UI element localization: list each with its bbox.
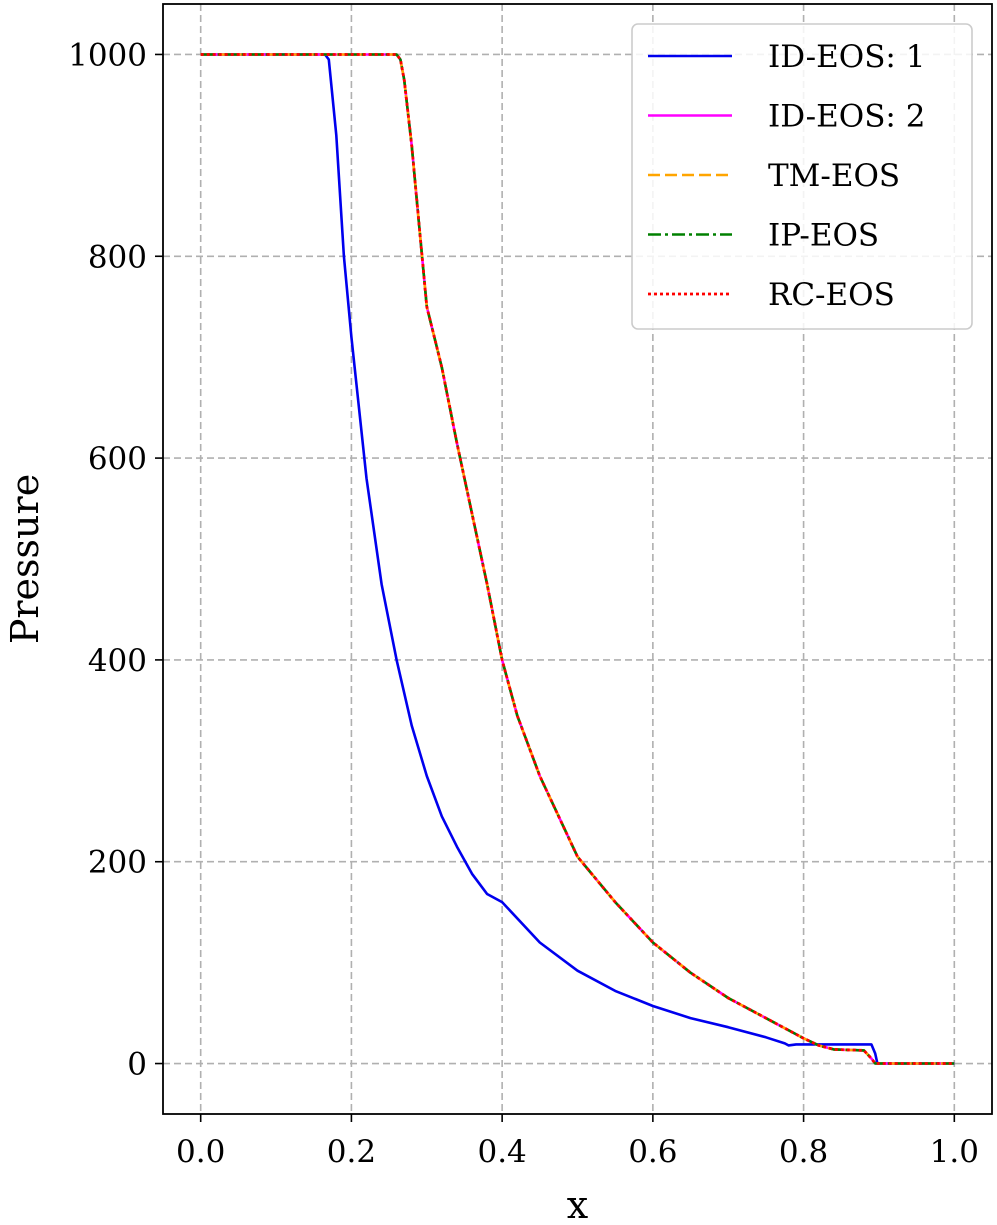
- y-axis: 0 200 400 600 800 1000: [68, 37, 163, 1083]
- legend-label: IP-EOS: [768, 218, 879, 254]
- x-tick-label: 1.0: [930, 1134, 979, 1170]
- x-tick-label: 0.4: [477, 1134, 526, 1170]
- legend-label: TM-EOS: [768, 158, 900, 194]
- plot-frame: [162, 3, 993, 1115]
- x-tick-label: 0.6: [628, 1134, 677, 1170]
- legend-label: RC-EOS: [768, 277, 895, 313]
- x-axis: 0.0 0.2 0.4 0.6 0.8 1.0: [176, 1114, 979, 1170]
- grid: [163, 4, 992, 1114]
- x-tick-label: 0.0: [176, 1134, 225, 1170]
- series-line-1: [200, 53, 955, 1065]
- y-tick-label: 800: [88, 239, 147, 275]
- legend-label: ID-EOS: 2: [768, 99, 925, 135]
- x-tick-label: 0.8: [779, 1134, 828, 1170]
- series-line-4: [200, 53, 955, 1065]
- legend-label: ID-EOS: 1: [768, 39, 925, 75]
- y-tick-label: 400: [88, 643, 147, 679]
- x-axis-label: x: [567, 1183, 588, 1225]
- y-tick-label: 1000: [68, 37, 147, 73]
- y-tick-label: 600: [88, 441, 147, 477]
- legend: ID-EOS: 1 ID-EOS: 2 TM-EOS IP-EOS RC-EOS: [631, 23, 973, 330]
- plot-series: [200, 53, 955, 1065]
- y-tick-label: 200: [88, 845, 147, 881]
- legend-box: [631, 23, 973, 330]
- y-tick-label: 0: [127, 1047, 147, 1083]
- x-tick-label: 0.2: [327, 1134, 376, 1170]
- y-axis-label: Pressure: [3, 474, 47, 644]
